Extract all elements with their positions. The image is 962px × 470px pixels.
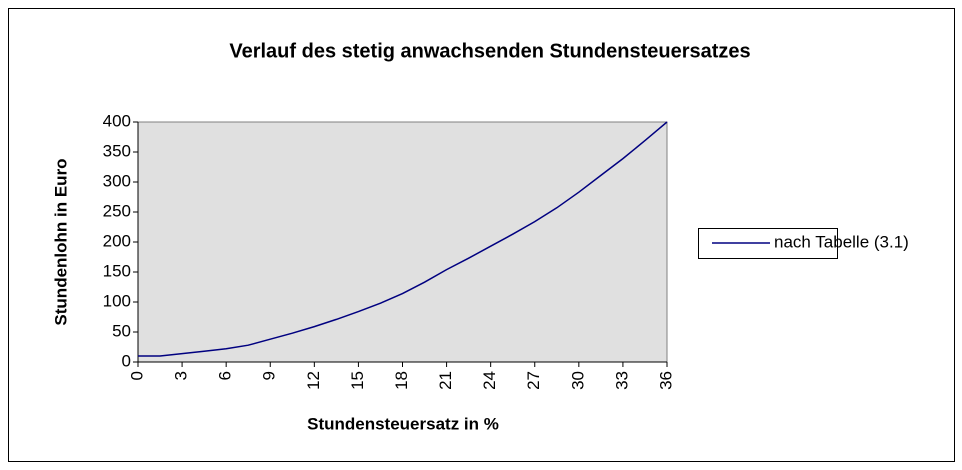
series-line: [138, 121, 668, 357]
x-tick-label: 15: [348, 371, 367, 390]
x-tick-label: 30: [568, 371, 587, 390]
y-axis-label: Stundenlohn in Euro: [51, 158, 70, 325]
x-tick-label: 12: [304, 371, 323, 390]
y-tick-label: 400: [103, 111, 131, 130]
legend-label: nach Tabelle (3.1): [774, 232, 909, 251]
x-tick-label: 6: [216, 371, 235, 380]
y-tick-label: 50: [112, 321, 131, 340]
y-tick-label: 300: [103, 171, 131, 190]
y-tick-label: 0: [122, 351, 131, 370]
x-tick-label: 18: [392, 371, 411, 390]
y-tick-label: 250: [103, 201, 131, 220]
x-tick-label: 27: [524, 371, 543, 390]
x-tick-label: 36: [656, 371, 675, 390]
x-axis-label: Stundensteuersatz in %: [307, 414, 499, 433]
x-tick-label: 33: [612, 371, 631, 390]
chart-title: Verlauf des stetig anwachsenden Stundens…: [229, 40, 750, 62]
y-tick-label: 100: [103, 291, 131, 310]
x-tick-label: 24: [480, 371, 499, 390]
x-tick-label: 9: [260, 371, 279, 380]
y-tick-label: 200: [103, 231, 131, 250]
y-tick-label: 350: [103, 141, 131, 160]
x-tick-label: 21: [436, 371, 455, 390]
plot-area: [137, 121, 668, 363]
x-tick-label: 0: [127, 371, 146, 380]
x-tick-label: 3: [172, 371, 191, 380]
y-tick-label: 150: [103, 261, 131, 280]
